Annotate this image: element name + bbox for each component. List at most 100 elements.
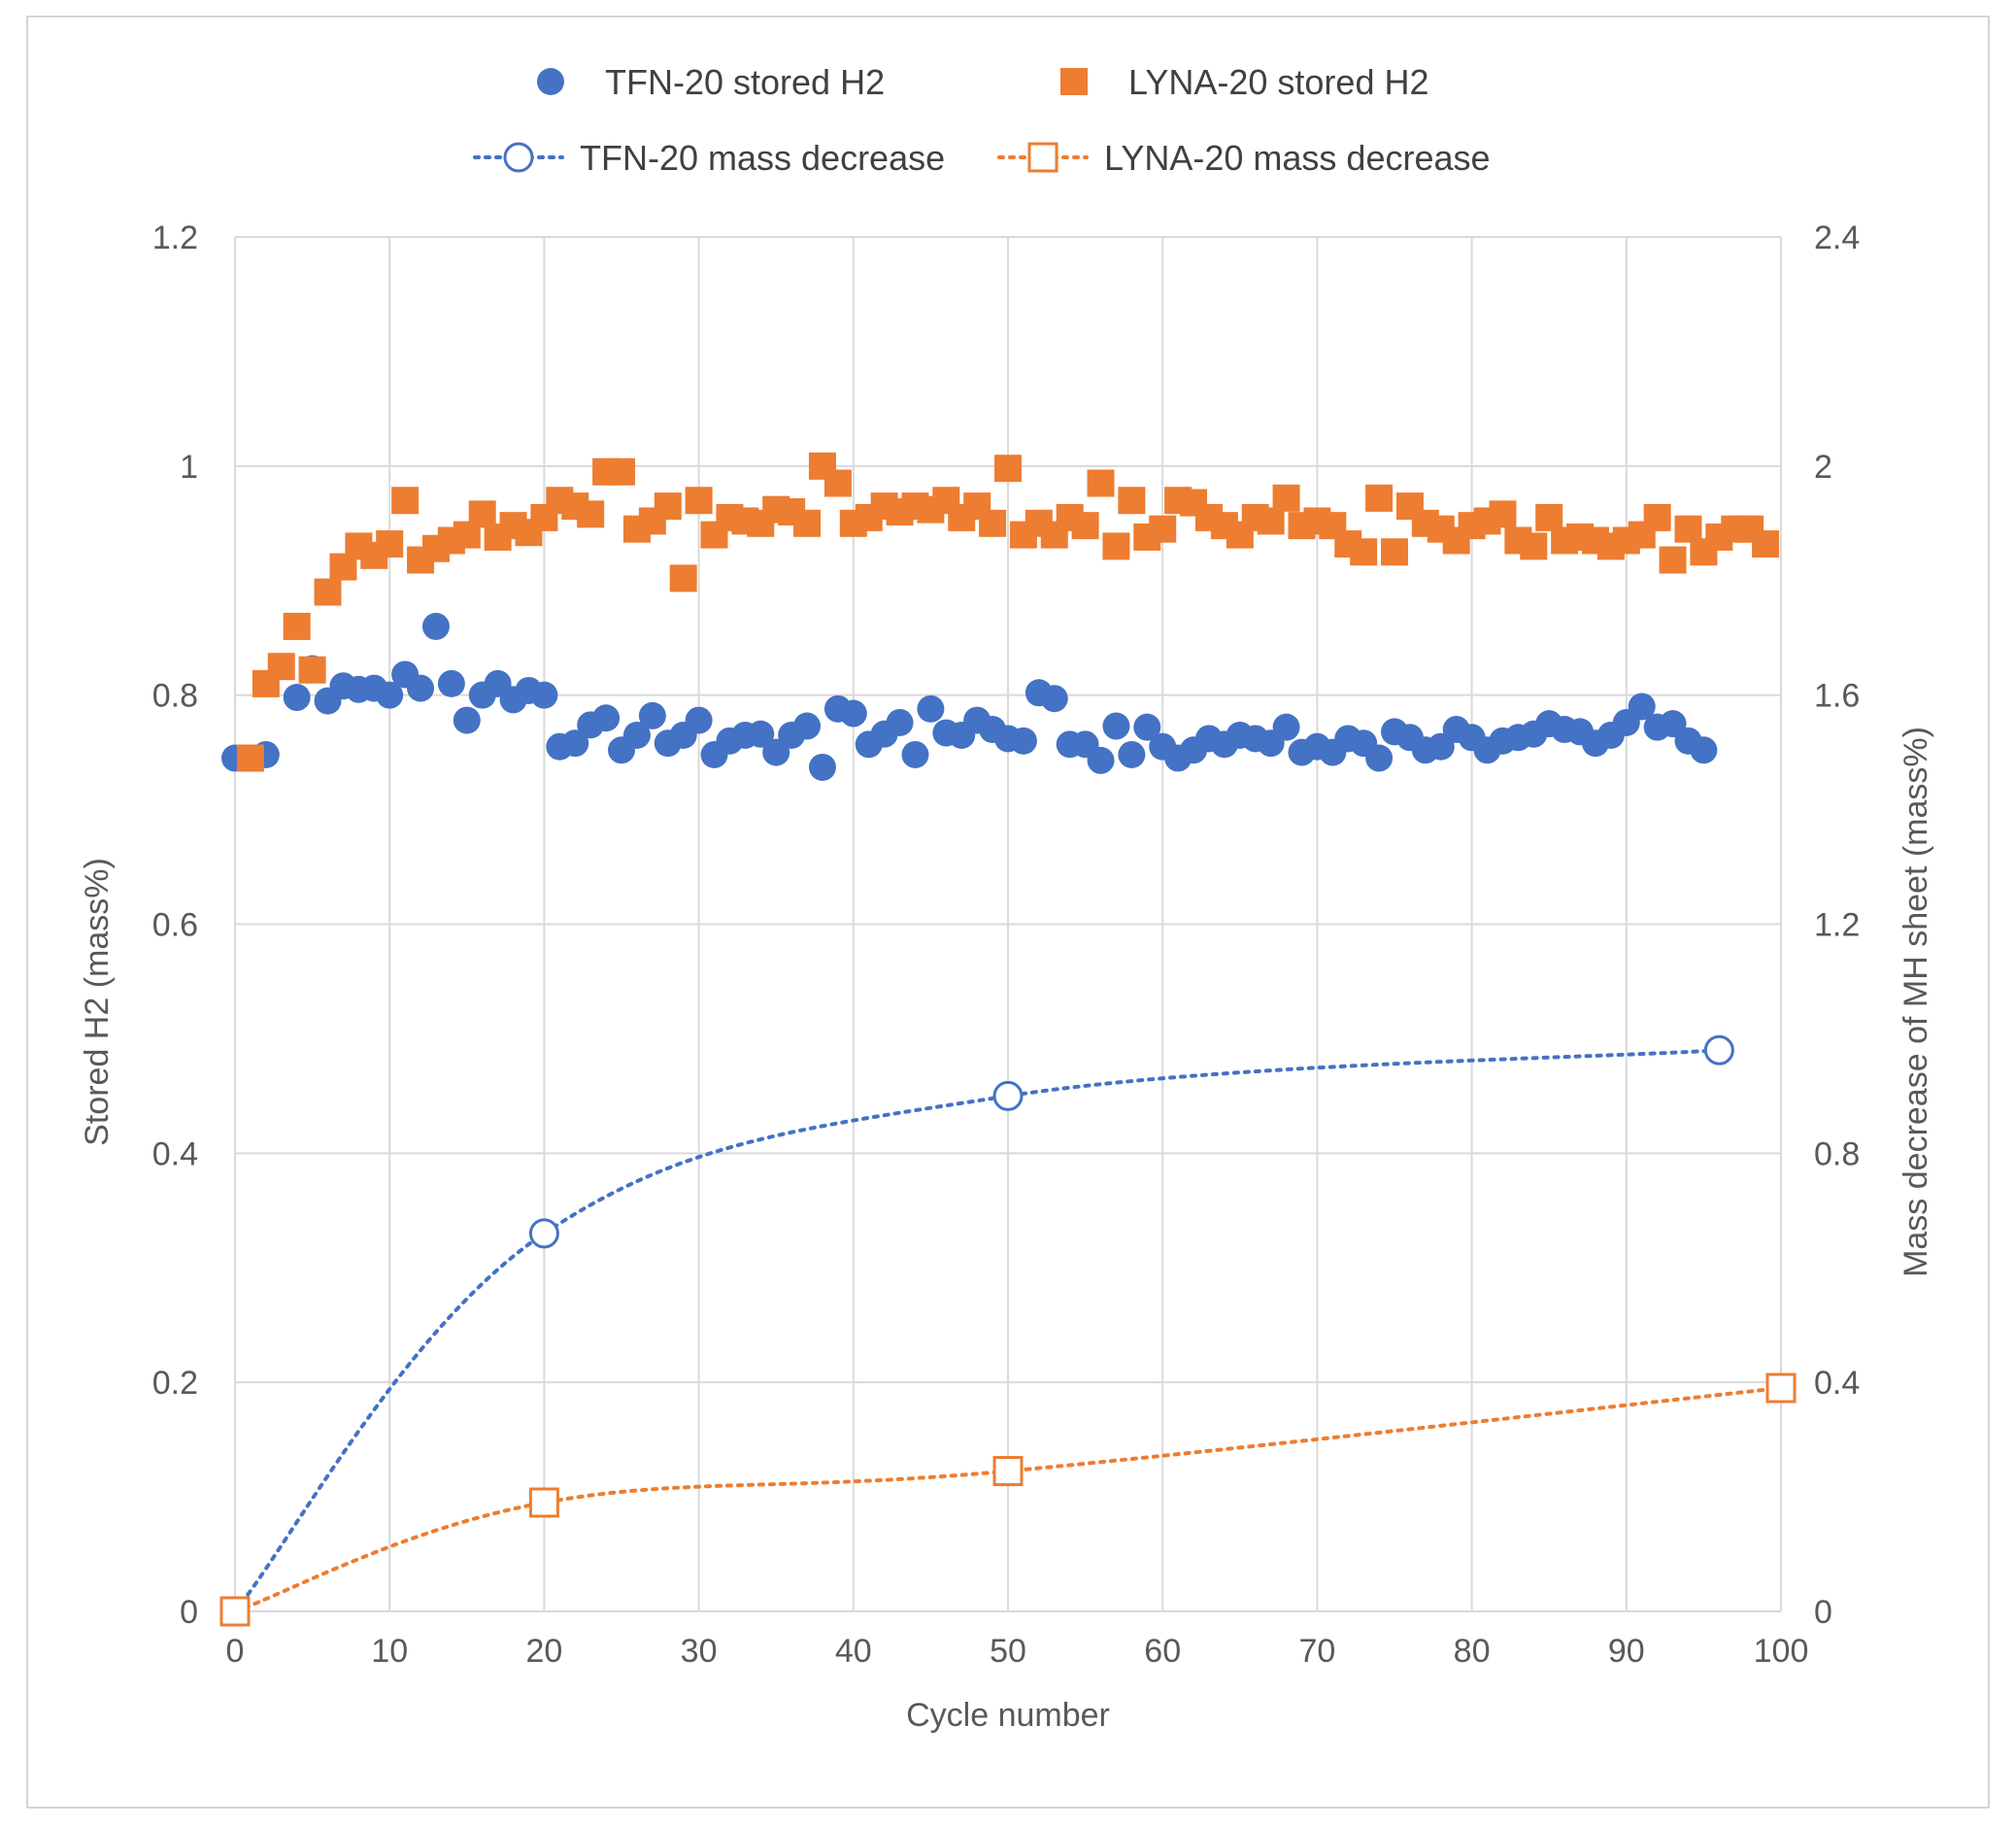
legend-marker-icon [1060, 68, 1088, 95]
lyna-20-stored-h2-point [669, 564, 697, 592]
tfn-20-stored-h2-point [561, 729, 589, 758]
tfn-20-mass-decrease-point [1703, 1034, 1734, 1066]
tfn-20-mass-decrease-point [992, 1080, 1024, 1111]
legend-item-lyna-20-stored-h2: LYNA-20 stored H2 [1060, 62, 1428, 102]
tfn-20-stored-h2-point [283, 684, 311, 712]
tfn-20-stored-h2-point [1690, 736, 1718, 764]
y2-axis-title: Mass decrease of MH sheet (mass%) [1898, 727, 1934, 1277]
lyna-20-stored-h2-point [1102, 532, 1130, 560]
y2-axis-ticks: 0 0.4 0.8 1.2 1.6 2 2.4 [1814, 220, 1860, 1631]
lyna-20-stored-h2-point [236, 744, 264, 772]
legend-marker-icon [537, 68, 564, 95]
y-tick-label: 0.6 [152, 907, 198, 944]
y-tick-label: 1 [180, 449, 198, 486]
lyna-20-stored-h2-point [823, 469, 852, 497]
lyna-20-stored-h2-point [314, 578, 342, 606]
tfn-20-stored-h2-point [917, 694, 945, 723]
tfn-20-stored-h2-point [1087, 746, 1115, 774]
lyna-20-mass-decrease-point [992, 1456, 1024, 1487]
lyna-20-stored-h2-point [1272, 484, 1300, 512]
lyna-20-stored-h2-point [1381, 538, 1408, 566]
lyna-20-stored-h2-point [391, 487, 420, 515]
lyna-20-stored-h2-point [979, 509, 1007, 537]
tfn-20-stored-h2-point [1272, 713, 1300, 741]
legend-item-tfn-20-stored-h2: TFN-20 stored H2 [537, 62, 885, 102]
tfn-20-stored-h2-point [530, 681, 558, 709]
tfn-20-stored-h2-point [685, 706, 713, 734]
lyna-20-stored-h2-point [1643, 503, 1671, 531]
x-tick-label: 10 [371, 1633, 408, 1670]
x-tick-label: 60 [1144, 1633, 1181, 1670]
y2-tick-label: 1.6 [1814, 678, 1860, 715]
tfn-20-stored-h2-point [1102, 712, 1130, 740]
tfn-20-stored-h2-point [886, 708, 914, 736]
legend: TFN-20 stored H2 LYNA-20 stored H2 TFN-20 … [473, 62, 1491, 178]
y-tick-label: 1.2 [152, 220, 198, 256]
tfn-20-stored-h2-point [1628, 693, 1656, 721]
x-tick-label: 80 [1454, 1633, 1491, 1670]
legend-item-tfn-20-mass-decrease: TFN-20 mass decrease [473, 138, 945, 178]
x-tick-label: 90 [1608, 1633, 1645, 1670]
lyna-20-stored-h2-point [1118, 487, 1146, 515]
legend-label: TFN-20 mass decrease [580, 138, 945, 178]
tfn-20-stored-h2-point [592, 704, 621, 732]
lyna-20-stored-h2-point [1674, 515, 1702, 543]
x-axis-ticks: 0 10 20 30 40 50 60 70 80 90 100 [226, 1633, 1809, 1670]
lyna-20-stored-h2-point [1071, 512, 1099, 540]
x-tick-label: 50 [990, 1633, 1026, 1670]
y-tick-label: 0.8 [152, 678, 198, 715]
lyna-20-stored-h2-point [1257, 507, 1285, 535]
tfn-20-stored-h2-point [638, 701, 666, 729]
legend-item-lyna-20-mass-decrease: LYNA-20 mass decrease [997, 138, 1491, 178]
tfn-20-stored-h2-point [437, 669, 465, 697]
lyna-20-stored-h2-point [577, 500, 605, 528]
tfn-20-stored-h2-point [622, 721, 651, 749]
lyna-20-stored-h2-point [1489, 500, 1517, 528]
grid [234, 236, 1782, 1612]
tfn-20-stored-h2-point [747, 720, 775, 748]
y2-tick-label: 0 [1814, 1594, 1832, 1631]
legend-label: LYNA-20 stored H2 [1128, 62, 1428, 102]
y2-tick-label: 1.2 [1814, 907, 1860, 944]
tfn-20-stored-h2-point [421, 612, 450, 640]
lyna-20-stored-h2-point [1365, 484, 1394, 512]
lyna-20-stored-h2-point [376, 530, 404, 558]
lyna-20-stored-h2-point [1659, 546, 1687, 574]
tfn-20-stored-h2-point [839, 699, 867, 727]
y-axis-ticks: 0 0.2 0.4 0.6 0.8 1 1.2 [152, 220, 198, 1631]
tfn-20-stored-h2-point [407, 674, 435, 702]
tfn-20-stored-h2-point [1118, 740, 1146, 768]
lyna-20-stored-h2-point [1149, 515, 1177, 543]
y-axis-title: Stored H2 (mass%) [79, 858, 116, 1146]
x-tick-label: 0 [226, 1633, 245, 1670]
x-tick-label: 100 [1754, 1633, 1809, 1670]
lyna-20-stored-h2-point [283, 612, 311, 640]
x-tick-label: 70 [1298, 1633, 1335, 1670]
lyna-20-mass-decrease-line [233, 1386, 1783, 1613]
lyna-20-stored-h2-point [793, 509, 822, 537]
legend-label: TFN-20 stored H2 [605, 62, 885, 102]
y2-tick-label: 2.4 [1814, 220, 1860, 256]
lyna-20-stored-h2-point [468, 500, 496, 528]
tfn-20-stored-h2-point [1009, 727, 1037, 755]
tfn-20-stored-h2-point [808, 753, 836, 781]
legend-label: LYNA-20 mass decrease [1104, 138, 1491, 178]
y2-tick-label: 0.8 [1814, 1135, 1860, 1172]
y2-tick-label: 0.4 [1814, 1365, 1860, 1402]
y2-tick-label: 2 [1814, 449, 1832, 486]
y-tick-label: 0 [180, 1594, 198, 1631]
tfn-20-mass-decrease-point [528, 1218, 559, 1249]
legend-marker-icon [1027, 142, 1058, 173]
series-marks [219, 452, 1797, 1627]
tfn-20-stored-h2-point [1133, 713, 1161, 741]
x-tick-label: 40 [835, 1633, 872, 1670]
y-tick-label: 0.2 [152, 1365, 198, 1402]
legend-marker-icon [503, 142, 534, 173]
x-tick-label: 20 [525, 1633, 562, 1670]
lyna-20-stored-h2-point [1350, 538, 1378, 566]
chart-frame: 0 10 20 30 40 50 60 70 80 90 100 0 0.2 0.4 0.6 0.8 1 1.2… [26, 16, 1990, 1809]
lyna-20-mass-decrease-point [1765, 1372, 1797, 1404]
chart: 0 10 20 30 40 50 60 70 80 90 100 00.20.40.60.811.2… [79, 62, 1934, 1734]
tfn-20-mass-decrease-line [233, 1048, 1722, 1613]
lyna-20-stored-h2-point [1087, 469, 1115, 497]
